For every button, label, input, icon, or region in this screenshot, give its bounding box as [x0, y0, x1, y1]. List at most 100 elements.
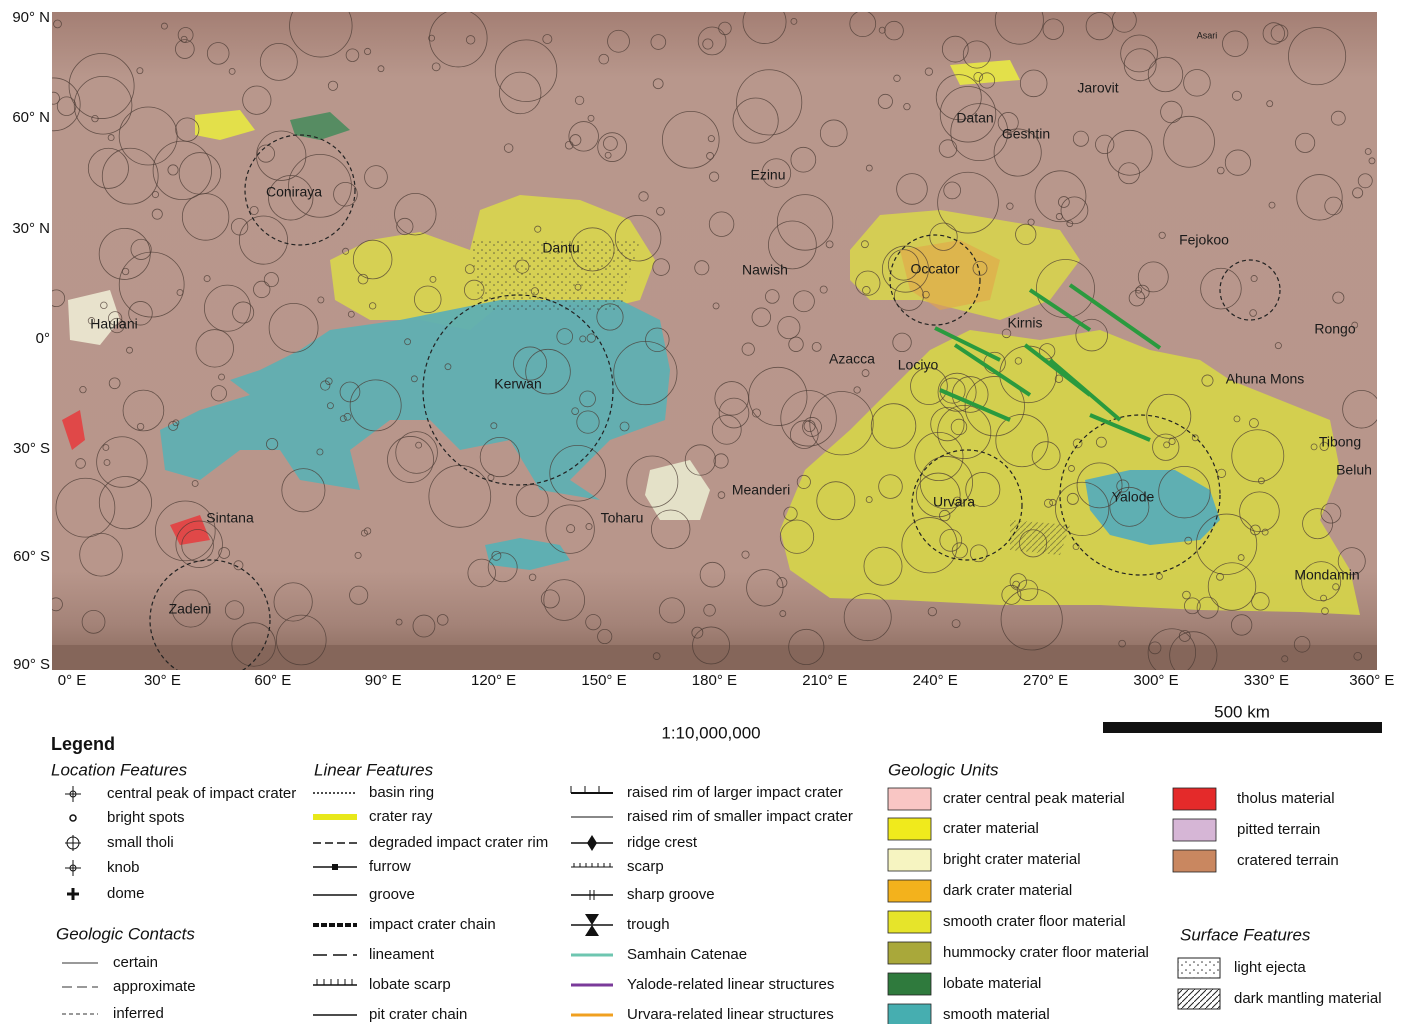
- crater: [52, 91, 60, 105]
- crater: [276, 614, 327, 666]
- catena: [1068, 283, 1162, 350]
- crater: [903, 103, 911, 111]
- crater: [927, 606, 937, 617]
- feature-name: Fejokoo: [1179, 232, 1229, 248]
- crater: [893, 74, 901, 82]
- crater: [1036, 259, 1095, 319]
- legend-item: pit crater chain: [369, 1006, 467, 1023]
- crater: [1147, 56, 1184, 93]
- crater: [692, 626, 730, 665]
- crater: [707, 135, 715, 143]
- crater: [776, 194, 834, 251]
- legend-item: crater ray: [369, 808, 433, 825]
- ejecta-area: [470, 240, 640, 310]
- crater: [206, 42, 230, 65]
- feature-name: Geshtin: [1002, 126, 1050, 142]
- crater: [316, 448, 324, 456]
- unit-swatch: [887, 941, 932, 965]
- section-title: Geologic Contacts: [56, 924, 195, 943]
- crater: [1191, 434, 1199, 442]
- feature-name: Meanderi: [732, 482, 790, 498]
- crater: [597, 132, 627, 162]
- basin-rim: [1219, 259, 1281, 321]
- feature-name: Datan: [956, 110, 993, 126]
- crater: [1184, 536, 1193, 545]
- crater: [1043, 498, 1053, 508]
- crater: [965, 472, 1001, 508]
- crater: [790, 146, 817, 173]
- longitude-label: 210° E: [802, 672, 847, 689]
- crater: [429, 12, 488, 68]
- crater: [712, 302, 720, 310]
- crater: [333, 181, 358, 207]
- crater: [136, 67, 144, 75]
- crater: [1014, 357, 1023, 365]
- crater: [978, 72, 996, 89]
- legend-item: lobate material: [943, 975, 1041, 992]
- crater: [819, 285, 828, 294]
- basin-rim: [889, 234, 981, 326]
- crater: [1351, 321, 1359, 329]
- unit-swatch: [1172, 818, 1217, 842]
- crater: [494, 39, 558, 102]
- crater: [98, 476, 153, 530]
- crater: [176, 289, 184, 296]
- crater: [256, 144, 275, 163]
- crater: [779, 610, 787, 617]
- crater: [542, 34, 553, 45]
- crater: [751, 408, 761, 418]
- crater: [55, 477, 116, 538]
- crater: [736, 69, 803, 136]
- crater: [1237, 554, 1245, 561]
- crater: [203, 275, 211, 283]
- basin-rim: [422, 294, 614, 486]
- crater: [87, 317, 96, 325]
- crater: [1182, 590, 1191, 600]
- crater: [1137, 261, 1169, 293]
- crater: [993, 128, 1042, 177]
- crater: [326, 402, 334, 410]
- unit-swatch: [1172, 849, 1217, 873]
- crater: [107, 311, 123, 326]
- crater: [939, 86, 997, 143]
- crater: [938, 139, 958, 158]
- legend-item: trough: [627, 916, 670, 933]
- legend-item: furrow: [369, 858, 411, 875]
- crater: [281, 468, 326, 513]
- crater: [1222, 30, 1249, 57]
- crater: [656, 206, 665, 216]
- crater: [1120, 34, 1158, 73]
- crater: [354, 551, 362, 559]
- feature-name: Kerwan: [494, 376, 541, 392]
- crater: [1034, 170, 1087, 223]
- crater: [253, 280, 271, 299]
- crater: [746, 569, 784, 607]
- crater: [652, 78, 664, 90]
- crater: [530, 287, 539, 296]
- crater: [499, 71, 542, 115]
- crater: [218, 373, 225, 381]
- crater: [1249, 309, 1257, 317]
- crater: [878, 474, 903, 499]
- legend-symbol: [570, 786, 600, 793]
- crater: [263, 272, 279, 288]
- crater: [853, 386, 861, 394]
- longitude-label: 30° E: [144, 672, 181, 689]
- crater: [1049, 498, 1057, 507]
- basin-rim: [1059, 414, 1221, 576]
- crater-layer: [52, 12, 1377, 670]
- scale-bar: [1103, 722, 1382, 733]
- crater: [136, 422, 145, 431]
- crater: [364, 47, 372, 56]
- crater: [1233, 415, 1241, 423]
- crater: [1146, 393, 1192, 439]
- crater-floor-area: [780, 330, 1360, 615]
- crater: [997, 112, 1019, 134]
- feature-name: Rongo: [1314, 321, 1355, 337]
- crater: [645, 327, 670, 353]
- crater: [1324, 196, 1343, 216]
- crater: [697, 26, 727, 56]
- crater: [1109, 486, 1150, 527]
- crater: [1342, 390, 1377, 429]
- legend-item: approximate: [113, 978, 196, 995]
